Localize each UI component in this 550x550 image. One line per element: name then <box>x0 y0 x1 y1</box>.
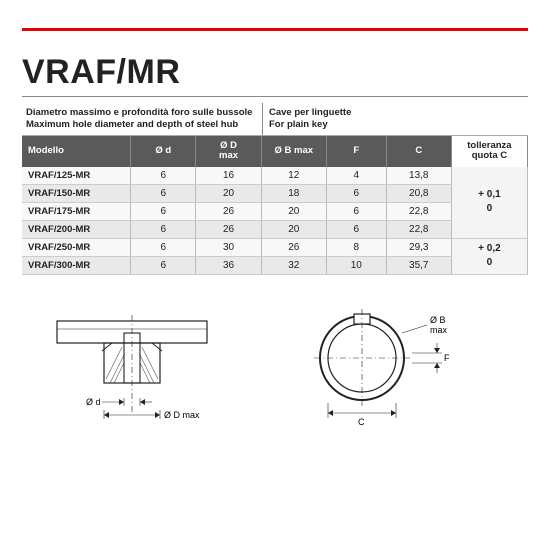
cell-C: 13,8 <box>386 167 451 185</box>
cell-model: VRAF/150-MR <box>22 184 131 202</box>
section-header-row: Diametro massimo e profondità foro sulle… <box>22 103 528 136</box>
label-F: F <box>444 353 450 363</box>
col-tol: tolleranza quota C <box>451 136 527 167</box>
header-right-it: Cave per linguette <box>269 107 524 119</box>
cell-F: 6 <box>326 184 386 202</box>
header-left-it: Diametro massimo e profondità foro sulle… <box>26 107 258 119</box>
spec-table: Modello Ø d Ø D max Ø B max F C tolleran… <box>22 136 528 275</box>
cell-model: VRAF/125-MR <box>22 167 131 185</box>
col-model: Modello <box>22 136 131 167</box>
hub-diagram: Ø d Ø D max <box>42 303 242 443</box>
cell-Bmax: 32 <box>261 256 326 274</box>
tol1-bot: 0 <box>487 203 493 214</box>
diagram-row: Ø d Ø D max Ø B max F C <box>22 303 528 443</box>
cell-C: 20,8 <box>386 184 451 202</box>
tol2-bot: 0 <box>487 257 493 268</box>
page-title: VRAF/MR <box>22 53 528 92</box>
cell-C: 22,8 <box>386 202 451 220</box>
accent-bar <box>22 28 528 31</box>
cell-F: 6 <box>326 220 386 238</box>
label-d: Ø d <box>86 397 101 407</box>
col-F: F <box>326 136 386 167</box>
cell-d: 6 <box>131 202 196 220</box>
col-tol-bot: quota C <box>472 150 507 161</box>
label-Bmax2: max <box>430 325 448 335</box>
cell-tol-1: + 0,1 0 <box>451 167 527 239</box>
label-Dmax: Ø D max <box>164 410 200 420</box>
col-tol-top: tolleranza <box>467 140 511 151</box>
cell-Bmax: 20 <box>261 220 326 238</box>
cell-Bmax: 20 <box>261 202 326 220</box>
table-row: VRAF/250-MR 6 30 26 8 29,3 + 0,2 0 <box>22 238 528 256</box>
cell-Dmax: 26 <box>196 220 261 238</box>
cell-F: 8 <box>326 238 386 256</box>
cell-Bmax: 18 <box>261 184 326 202</box>
col-Dmax-bot: max <box>219 150 238 161</box>
cell-d: 6 <box>131 256 196 274</box>
header-left: Diametro massimo e profondità foro sulle… <box>22 103 262 135</box>
cell-model: VRAF/250-MR <box>22 238 131 256</box>
cell-F: 10 <box>326 256 386 274</box>
label-Bmax: Ø B <box>430 315 446 325</box>
cell-Bmax: 12 <box>261 167 326 185</box>
cell-d: 6 <box>131 220 196 238</box>
cell-model: VRAF/200-MR <box>22 220 131 238</box>
cell-model: VRAF/300-MR <box>22 256 131 274</box>
cell-Dmax: 26 <box>196 202 261 220</box>
cell-C: 35,7 <box>386 256 451 274</box>
title-underline <box>22 96 528 97</box>
table-row: VRAF/125-MR 6 16 12 4 13,8 + 0,1 0 <box>22 167 528 185</box>
tol1-top: + 0,1 <box>478 189 501 200</box>
cell-Dmax: 36 <box>196 256 261 274</box>
cell-F: 4 <box>326 167 386 185</box>
header-left-en: Maximum hole diameter and depth of steel… <box>26 119 258 131</box>
cell-F: 6 <box>326 202 386 220</box>
cell-d: 6 <box>131 184 196 202</box>
tol2-top: + 0,2 <box>478 243 501 254</box>
header-right-en: For plain key <box>269 119 524 131</box>
cell-Dmax: 16 <box>196 167 261 185</box>
cell-Bmax: 26 <box>261 238 326 256</box>
cell-C: 22,8 <box>386 220 451 238</box>
cell-d: 6 <box>131 238 196 256</box>
table-header-row: Modello Ø d Ø D max Ø B max F C tolleran… <box>22 136 528 167</box>
cell-model: VRAF/175-MR <box>22 202 131 220</box>
col-Dmax: Ø D max <box>196 136 261 167</box>
keyway-diagram: Ø B max F C <box>292 303 482 443</box>
cell-Dmax: 30 <box>196 238 261 256</box>
col-d: Ø d <box>131 136 196 167</box>
col-C: C <box>386 136 451 167</box>
col-Bmax: Ø B max <box>261 136 326 167</box>
cell-tol-2: + 0,2 0 <box>451 238 527 274</box>
cell-Dmax: 20 <box>196 184 261 202</box>
col-Dmax-top: Ø D <box>220 140 237 151</box>
cell-d: 6 <box>131 167 196 185</box>
label-C: C <box>358 417 365 427</box>
cell-C: 29,3 <box>386 238 451 256</box>
header-right: Cave per linguette For plain key <box>262 103 528 135</box>
